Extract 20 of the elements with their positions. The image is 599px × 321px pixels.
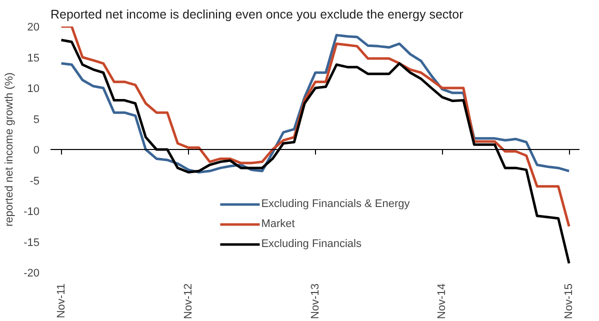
x-tick-label: Nov-14 [436, 283, 448, 319]
chart-title: Reported net income is declining even once you exclude the energy sector [50, 8, 464, 22]
y-tick-label: 10 [27, 83, 40, 95]
y-tick-label: 20 [27, 22, 40, 34]
x-tick-label: Nov-11 [55, 283, 68, 318]
y-tick-label: 15 [27, 52, 40, 64]
y-tick-label: -10 [24, 206, 40, 218]
x-tick-label: Nov-13 [309, 283, 322, 319]
y-tick-label: 0 [33, 144, 40, 156]
y-tick-label: -15 [24, 236, 40, 249]
legend-label: Excluding Financials & Energy [261, 198, 410, 210]
legend-label: Excluding Financials [261, 238, 362, 250]
y-tick-label: 5 [33, 114, 40, 126]
x-tick-label: Nov-15 [563, 283, 576, 319]
line-series [60, 26, 570, 228]
legend-label: Market [261, 218, 295, 230]
x-tick-label: Nov-12 [182, 283, 194, 319]
y-tick-label: -5 [30, 175, 40, 188]
y-axis-title: reported net income growth (%) [4, 72, 16, 227]
y-tick-label: -20 [24, 268, 40, 280]
